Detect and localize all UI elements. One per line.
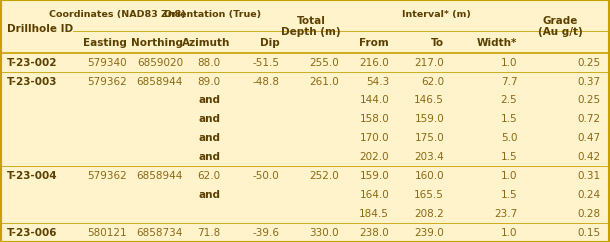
Text: 1.5: 1.5 (501, 114, 517, 124)
Text: -48.8: -48.8 (253, 76, 279, 87)
Text: Azimuth: Azimuth (182, 38, 231, 48)
Text: 159.0: 159.0 (359, 171, 389, 181)
Text: and: and (198, 190, 220, 200)
Text: From: From (359, 38, 389, 48)
Text: Easting: Easting (83, 38, 127, 48)
Text: 261.0: 261.0 (309, 76, 339, 87)
Text: 579340: 579340 (87, 58, 127, 68)
Text: 175.0: 175.0 (414, 133, 444, 143)
Text: 6858734: 6858734 (137, 227, 183, 238)
Text: 2.5: 2.5 (501, 95, 517, 106)
Text: 159.0: 159.0 (414, 114, 444, 124)
Text: Orientation (True): Orientation (True) (163, 10, 261, 19)
Text: 6858944: 6858944 (137, 76, 183, 87)
Text: -51.5: -51.5 (253, 58, 279, 68)
Text: 238.0: 238.0 (359, 227, 389, 238)
Text: Coordinates (NAD83 Zn8): Coordinates (NAD83 Zn8) (49, 10, 186, 19)
Text: 0.72: 0.72 (578, 114, 601, 124)
Text: 216.0: 216.0 (359, 58, 389, 68)
Text: 0.25: 0.25 (578, 58, 601, 68)
Text: 208.2: 208.2 (414, 209, 444, 219)
Text: 184.5: 184.5 (359, 209, 389, 219)
Text: 23.7: 23.7 (494, 209, 517, 219)
Text: 0.47: 0.47 (578, 133, 601, 143)
Text: 1.5: 1.5 (501, 152, 517, 162)
Text: -39.6: -39.6 (253, 227, 279, 238)
Text: 71.8: 71.8 (198, 227, 221, 238)
Text: 0.25: 0.25 (578, 95, 601, 106)
Text: Northing: Northing (131, 38, 183, 48)
Text: 165.5: 165.5 (414, 190, 444, 200)
Text: Dip: Dip (260, 38, 279, 48)
Text: 160.0: 160.0 (414, 171, 444, 181)
Text: 1.0: 1.0 (501, 58, 517, 68)
Text: T-23-003: T-23-003 (7, 76, 58, 87)
Text: T-23-002: T-23-002 (7, 58, 58, 68)
Text: 217.0: 217.0 (414, 58, 444, 68)
Text: 239.0: 239.0 (414, 227, 444, 238)
Text: 579362: 579362 (87, 171, 127, 181)
Text: 202.0: 202.0 (359, 152, 389, 162)
Text: 0.37: 0.37 (578, 76, 601, 87)
Text: 579362: 579362 (87, 76, 127, 87)
Text: T-23-006: T-23-006 (7, 227, 58, 238)
Text: 330.0: 330.0 (309, 227, 339, 238)
Text: 164.0: 164.0 (359, 190, 389, 200)
Text: 5.0: 5.0 (501, 133, 517, 143)
Text: 158.0: 158.0 (359, 114, 389, 124)
Text: 89.0: 89.0 (198, 76, 221, 87)
Text: To: To (431, 38, 444, 48)
Text: 255.0: 255.0 (309, 58, 339, 68)
Text: and: and (198, 114, 220, 124)
Text: 1.0: 1.0 (501, 227, 517, 238)
Text: 146.5: 146.5 (414, 95, 444, 106)
Text: -50.0: -50.0 (253, 171, 279, 181)
Text: T-23-004: T-23-004 (7, 171, 58, 181)
Text: 54.3: 54.3 (366, 76, 389, 87)
Text: 88.0: 88.0 (198, 58, 221, 68)
Text: 0.42: 0.42 (578, 152, 601, 162)
Text: 0.15: 0.15 (578, 227, 601, 238)
Text: and: and (198, 133, 220, 143)
Text: Interval* (m): Interval* (m) (402, 10, 470, 19)
Text: and: and (198, 95, 220, 106)
Text: 62.0: 62.0 (421, 76, 444, 87)
Text: 252.0: 252.0 (309, 171, 339, 181)
Text: 0.24: 0.24 (578, 190, 601, 200)
Text: 580121: 580121 (87, 227, 127, 238)
Text: 7.7: 7.7 (501, 76, 517, 87)
Text: 6859020: 6859020 (137, 58, 183, 68)
Text: Total
Depth (m): Total Depth (m) (281, 16, 341, 38)
Text: Drillhole ID: Drillhole ID (7, 24, 73, 34)
Text: 0.28: 0.28 (578, 209, 601, 219)
Text: 1.5: 1.5 (501, 190, 517, 200)
Text: 1.0: 1.0 (501, 171, 517, 181)
Text: Width*: Width* (477, 38, 517, 48)
Text: 62.0: 62.0 (198, 171, 221, 181)
Text: 170.0: 170.0 (359, 133, 389, 143)
Text: Grade
(Au g/t): Grade (Au g/t) (537, 16, 583, 38)
Text: 203.4: 203.4 (414, 152, 444, 162)
Text: 6858944: 6858944 (137, 171, 183, 181)
Text: 0.31: 0.31 (578, 171, 601, 181)
Text: and: and (198, 152, 220, 162)
Text: 144.0: 144.0 (359, 95, 389, 106)
